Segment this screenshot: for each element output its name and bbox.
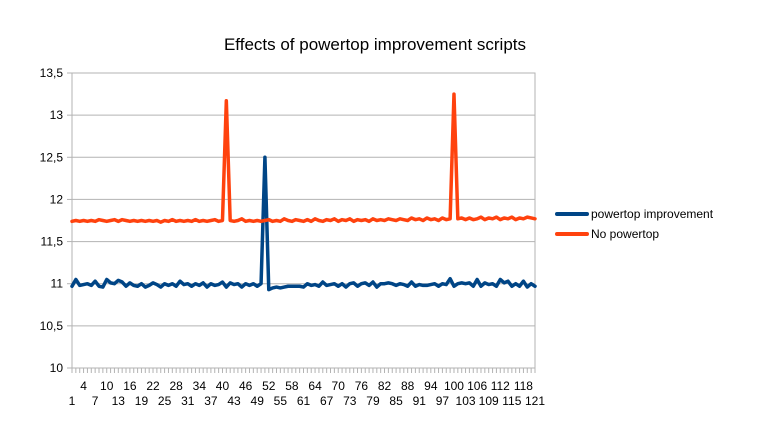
legend-label: powertop improvement bbox=[591, 207, 714, 221]
x-tick-label: 67 bbox=[320, 394, 334, 408]
y-axis-ticks: 10 10,5 11 11,5 12 12,5 13 13,5 bbox=[40, 66, 72, 375]
x-tick-label: 94 bbox=[424, 379, 438, 393]
y-tick-label: 10,5 bbox=[40, 319, 64, 333]
x-tick-label: 70 bbox=[332, 379, 346, 393]
x-tick-label: 10 bbox=[100, 379, 114, 393]
x-tick-label: 88 bbox=[401, 379, 415, 393]
x-tick-label: 43 bbox=[227, 394, 241, 408]
x-tick-label: 31 bbox=[181, 394, 195, 408]
x-tick-label: 100 bbox=[444, 379, 464, 393]
x-tick-label: 76 bbox=[355, 379, 369, 393]
legend: powertop improvement No powertop bbox=[555, 207, 714, 241]
y-tick-label: 12,5 bbox=[40, 150, 64, 164]
x-tick-label: 19 bbox=[135, 394, 149, 408]
x-tick-label: 22 bbox=[146, 379, 160, 393]
x-tick-label: 55 bbox=[274, 394, 288, 408]
x-tick-label: 7 bbox=[92, 394, 99, 408]
x-tick-label: 103 bbox=[456, 394, 476, 408]
x-tick-label: 37 bbox=[204, 394, 218, 408]
x-tick-label: 109 bbox=[479, 394, 499, 408]
x-axis-ticks: 4 10 16 22 28 34 40 46 52 58 64 70 76 82 88 94 100 106 112… bbox=[69, 368, 545, 408]
x-tick-label: 82 bbox=[378, 379, 392, 393]
chart-title: Effects of powertop improvement scripts bbox=[224, 35, 526, 54]
x-tick-label: 91 bbox=[413, 394, 427, 408]
x-tick-label: 1 bbox=[69, 394, 76, 408]
x-tick-label: 73 bbox=[343, 394, 357, 408]
x-tick-label: 64 bbox=[308, 379, 322, 393]
series-line-1 bbox=[70, 92, 537, 224]
x-tick-label: 106 bbox=[467, 379, 487, 393]
x-tick-label: 40 bbox=[216, 379, 230, 393]
y-tick-label: 13,5 bbox=[40, 66, 64, 80]
y-tick-label: 11,5 bbox=[41, 235, 64, 249]
x-tick-label: 85 bbox=[389, 394, 403, 408]
x-tick-label: 16 bbox=[123, 379, 137, 393]
x-tick-label: 97 bbox=[436, 394, 450, 408]
x-tick-label: 58 bbox=[285, 379, 299, 393]
x-tick-label: 46 bbox=[239, 379, 253, 393]
x-tick-label: 52 bbox=[262, 379, 276, 393]
x-tick-label: 25 bbox=[158, 394, 172, 408]
x-tick-label: 13 bbox=[112, 394, 126, 408]
x-tick-label: 121 bbox=[525, 394, 545, 408]
x-tick-label: 49 bbox=[251, 394, 265, 408]
y-tick-label: 12 bbox=[50, 192, 64, 206]
x-tick-label: 28 bbox=[169, 379, 183, 393]
x-tick-label: 4 bbox=[80, 379, 87, 393]
series-lines bbox=[70, 92, 537, 292]
x-tick-label: 112 bbox=[491, 379, 510, 393]
x-tick-label: 118 bbox=[514, 379, 533, 393]
y-tick-label: 11 bbox=[51, 277, 64, 291]
y-tick-label: 10 bbox=[50, 361, 64, 375]
x-tick-label: 79 bbox=[366, 394, 380, 408]
series-line-0 bbox=[70, 155, 537, 292]
y-tick-label: 13 bbox=[50, 108, 64, 122]
x-tick-label: 115 bbox=[502, 394, 521, 408]
legend-label: No powertop bbox=[591, 227, 659, 241]
x-tick-label: 61 bbox=[297, 394, 311, 408]
x-tick-label: 34 bbox=[193, 379, 207, 393]
